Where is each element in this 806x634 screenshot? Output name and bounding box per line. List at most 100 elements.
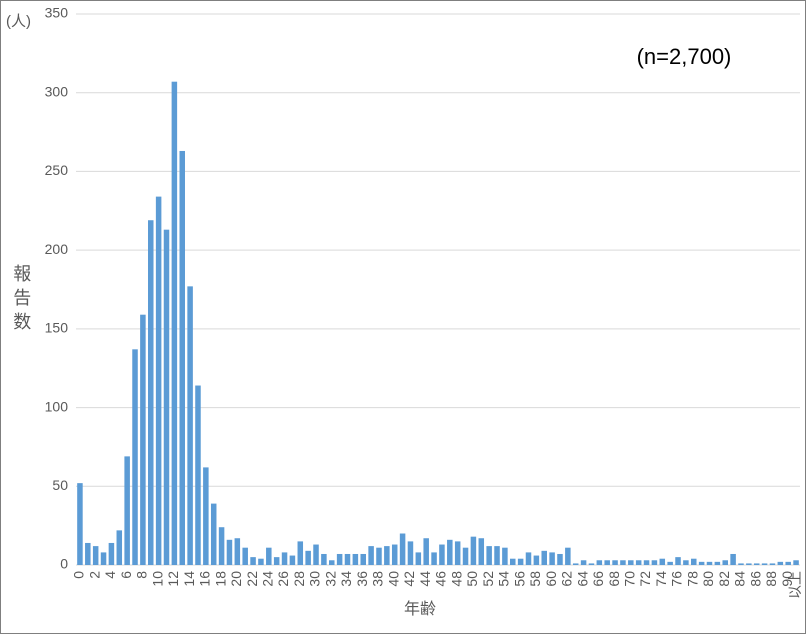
x-tick-label: 2 xyxy=(86,571,102,579)
y-tick-label: 300 xyxy=(45,83,69,99)
bar xyxy=(360,553,366,565)
x-tick-label: 42 xyxy=(401,571,417,587)
x-tick-label: 58 xyxy=(527,571,543,587)
bar xyxy=(108,542,115,565)
bar xyxy=(502,547,508,565)
bar xyxy=(580,560,587,565)
bar xyxy=(218,527,225,565)
y-tick-label: 50 xyxy=(52,477,68,493)
bar xyxy=(769,563,776,565)
bar xyxy=(549,552,555,565)
bar xyxy=(447,539,453,565)
bar xyxy=(683,560,689,565)
x-tick-label: 72 xyxy=(637,571,653,587)
x-tick-label: 32 xyxy=(322,571,338,587)
bar xyxy=(462,547,469,565)
bar xyxy=(565,547,571,565)
bar xyxy=(746,563,752,565)
annotation: (n=2,700) xyxy=(637,44,732,69)
bar xyxy=(667,561,673,565)
x-tick-label: 50 xyxy=(464,571,480,587)
bar xyxy=(557,553,563,565)
bar xyxy=(85,542,91,565)
y-axis-label: 報告数 xyxy=(11,264,31,336)
x-tick-label: 14 xyxy=(181,571,197,587)
x-tick-label: 10 xyxy=(149,571,165,587)
bar xyxy=(533,555,540,565)
x-tick-label: 18 xyxy=(212,571,228,587)
bar xyxy=(203,467,209,565)
bar xyxy=(588,563,595,565)
bar xyxy=(454,541,461,565)
bar xyxy=(659,558,666,565)
bar xyxy=(376,547,382,565)
x-tick-label: 8 xyxy=(134,571,150,579)
x-tick-label: 80 xyxy=(700,571,716,587)
bar xyxy=(140,314,146,565)
bar xyxy=(572,563,579,565)
bar xyxy=(439,544,445,565)
bar xyxy=(266,547,272,565)
x-tick-label: 48 xyxy=(448,571,464,587)
unit-label: (人) xyxy=(6,13,31,30)
bar xyxy=(777,561,784,565)
bar xyxy=(352,553,359,565)
bar xyxy=(612,560,618,565)
y-tick-label: 350 xyxy=(45,5,69,21)
bar xyxy=(132,349,138,565)
bar xyxy=(163,229,170,566)
x-tick-label: 82 xyxy=(716,571,732,587)
x-tick-label: 60 xyxy=(543,571,559,587)
bar xyxy=(604,560,610,565)
x-tick-label: 22 xyxy=(244,571,260,587)
bar xyxy=(431,552,437,565)
bar xyxy=(478,538,485,565)
bar xyxy=(785,561,791,565)
bar xyxy=(124,456,130,565)
bar xyxy=(761,563,768,565)
bar xyxy=(620,560,626,565)
bar xyxy=(344,553,351,565)
bar xyxy=(368,546,374,565)
x-tick-label: 4 xyxy=(102,571,118,579)
x-tick-label: 52 xyxy=(480,571,496,587)
bar xyxy=(541,550,547,565)
y-tick-label: 100 xyxy=(45,398,69,414)
bar xyxy=(305,550,311,565)
bar xyxy=(210,503,217,565)
x-tick-label: 34 xyxy=(338,571,354,587)
bar xyxy=(738,563,744,565)
bar xyxy=(234,538,241,565)
bar xyxy=(250,557,256,565)
bar xyxy=(423,538,429,565)
bar xyxy=(635,560,642,565)
y-tick-label: 0 xyxy=(60,556,68,572)
x-tick-label: 46 xyxy=(433,571,449,587)
x-tick-label: 62 xyxy=(559,571,575,587)
bar xyxy=(793,560,799,565)
bar xyxy=(407,541,414,565)
bar xyxy=(116,530,123,565)
x-tick-label: 64 xyxy=(574,571,590,587)
bar xyxy=(155,196,162,566)
x-tick-label: 54 xyxy=(496,571,512,587)
bar xyxy=(643,560,650,565)
bar xyxy=(470,536,477,565)
x-tick-label: 68 xyxy=(606,571,622,587)
bar xyxy=(675,557,681,565)
bar xyxy=(179,150,185,565)
bar xyxy=(329,560,335,565)
bar xyxy=(336,553,343,565)
bar xyxy=(714,561,721,565)
bar xyxy=(651,560,658,565)
x-tick-label: 6 xyxy=(118,571,134,579)
bar xyxy=(706,561,713,565)
x-tick-label: 24 xyxy=(260,571,276,587)
bar xyxy=(297,541,304,565)
y-tick-label: 150 xyxy=(45,320,69,336)
x-tick-label: 30 xyxy=(307,571,323,587)
bar xyxy=(384,546,390,565)
bar xyxy=(628,560,634,565)
x-tick-label: 84 xyxy=(732,571,748,587)
